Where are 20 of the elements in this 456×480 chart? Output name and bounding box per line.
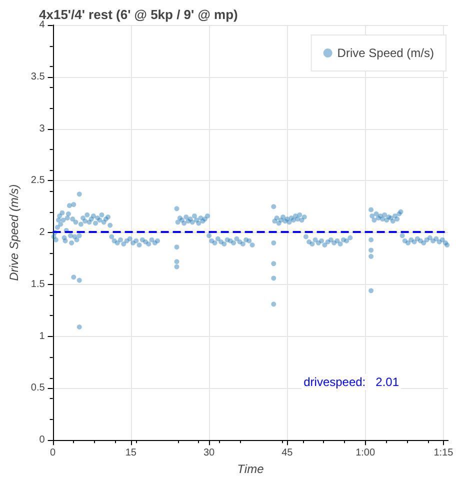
y-tick-label: 0 (39, 434, 46, 446)
x-tick-label: 1:15 (434, 448, 454, 459)
y-tick-label: 2.5 (30, 175, 46, 186)
y-tick-label: 3 (39, 123, 46, 134)
y-tick-label: 2 (39, 227, 46, 238)
legend-label: Drive Speed (m/s) (337, 46, 434, 60)
x-tick-label: 45 (282, 448, 294, 459)
y-tick-label: 1.5 (30, 278, 46, 290)
x-axis-title: Time (237, 462, 264, 476)
ref-line-label: drivespeed: 2.01 (304, 375, 400, 389)
y-tick-label: 4 (39, 20, 46, 30)
x-tick-label: 1:00 (356, 448, 376, 459)
y-tick-label: 3.5 (30, 71, 46, 82)
y-tick-label: 0.5 (30, 382, 46, 394)
x-tick-label: 15 (125, 448, 137, 459)
x-tick-label: 0 (50, 448, 56, 459)
y-axis-title: Drive Speed (m/s) (7, 184, 21, 281)
chart-title: 4x15'/4' rest (6' @ 5kp / 9' @ mp) (39, 7, 238, 22)
y-tick-label: 1 (39, 330, 46, 342)
x-tick-label: 30 (203, 448, 216, 459)
